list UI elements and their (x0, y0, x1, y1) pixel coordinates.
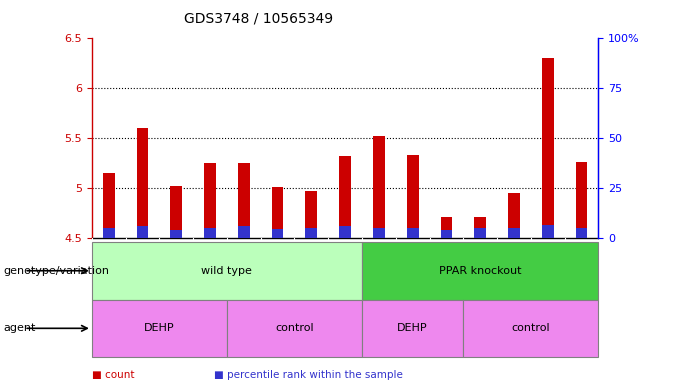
Text: GSM461984: GSM461984 (471, 242, 480, 296)
Bar (170, 186, 182, 238)
Bar (238, 226, 250, 238)
Bar (137, 226, 148, 238)
Text: GSM461985: GSM461985 (505, 242, 514, 296)
Bar (373, 228, 385, 238)
Text: DEHP: DEHP (397, 323, 428, 333)
Bar (227, 300, 362, 357)
Text: GSM461977: GSM461977 (269, 242, 277, 296)
Bar (103, 228, 115, 238)
Text: GSM461983: GSM461983 (201, 242, 210, 296)
Bar (103, 173, 115, 238)
Bar (204, 163, 216, 238)
Bar (271, 229, 284, 238)
Text: genotype/variation: genotype/variation (3, 266, 109, 276)
Bar (362, 242, 598, 300)
Bar (339, 156, 351, 238)
Text: PPAR knockout: PPAR knockout (439, 266, 522, 276)
Bar (305, 191, 318, 238)
Text: GSM461990: GSM461990 (437, 242, 446, 296)
Bar (362, 300, 463, 357)
Bar (339, 226, 351, 238)
Bar (542, 225, 554, 238)
Bar (92, 242, 362, 300)
Bar (542, 58, 554, 238)
Text: agent: agent (3, 323, 36, 333)
Bar (575, 228, 588, 238)
Text: GDS3748 / 10565349: GDS3748 / 10565349 (184, 12, 333, 25)
Bar (92, 300, 227, 357)
Bar (508, 228, 520, 238)
Text: GSM461982: GSM461982 (167, 242, 176, 296)
Bar (373, 136, 385, 238)
Text: GSM461978: GSM461978 (303, 242, 311, 296)
Text: control: control (275, 323, 313, 333)
Text: GSM461976: GSM461976 (235, 242, 244, 296)
Bar (508, 193, 520, 238)
Text: wild type: wild type (201, 266, 252, 276)
Text: GSM461979: GSM461979 (336, 242, 345, 296)
Text: GSM461989: GSM461989 (404, 242, 413, 296)
Bar (474, 228, 486, 238)
Text: GSM461987: GSM461987 (573, 242, 581, 296)
Text: GSM461980: GSM461980 (100, 242, 109, 296)
Text: GSM461986: GSM461986 (539, 242, 548, 296)
Bar (441, 217, 452, 238)
Bar (204, 228, 216, 238)
Bar (441, 230, 452, 238)
Bar (474, 217, 486, 238)
Text: GSM461981: GSM461981 (133, 242, 143, 296)
Bar (137, 128, 148, 238)
Bar (407, 155, 419, 238)
Bar (575, 162, 588, 238)
Bar (238, 163, 250, 238)
Bar (271, 187, 284, 238)
Text: DEHP: DEHP (144, 323, 175, 333)
Bar (170, 230, 182, 238)
Text: ■ count: ■ count (92, 370, 135, 380)
Bar (407, 228, 419, 238)
Text: ■ percentile rank within the sample: ■ percentile rank within the sample (214, 370, 403, 380)
Bar (305, 228, 318, 238)
Bar (463, 300, 598, 357)
Text: control: control (511, 323, 550, 333)
Text: GSM461988: GSM461988 (370, 242, 379, 296)
